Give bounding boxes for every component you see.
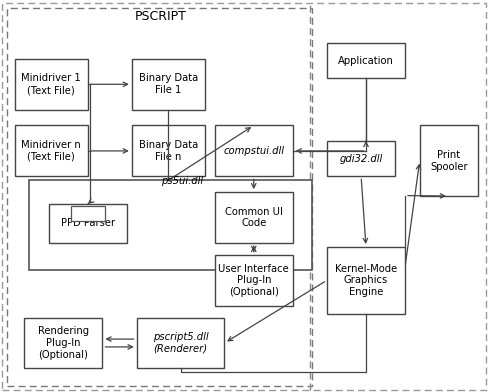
Text: Minidriver n
(Text File): Minidriver n (Text File): [21, 140, 81, 162]
Text: Binary Data
File n: Binary Data File n: [139, 140, 198, 162]
Text: Print
Spooler: Print Spooler: [430, 150, 468, 172]
Text: Common UI
Code: Common UI Code: [225, 207, 283, 229]
Bar: [215, 192, 293, 243]
Bar: [132, 125, 205, 176]
Bar: [137, 318, 224, 368]
Text: gdi32.dll: gdi32.dll: [340, 154, 383, 164]
Text: Binary Data
File 1: Binary Data File 1: [139, 73, 198, 95]
Bar: [215, 125, 293, 176]
Bar: [29, 180, 312, 270]
Bar: [327, 43, 405, 78]
Text: User Interface
Plug-In
(Optional): User Interface Plug-In (Optional): [219, 264, 289, 297]
Bar: [71, 206, 105, 221]
Text: ps5ui.dll: ps5ui.dll: [161, 176, 203, 186]
Text: Kernel-Mode
Graphics
Engine: Kernel-Mode Graphics Engine: [335, 264, 397, 297]
Text: pscript5.dll
(Renderer): pscript5.dll (Renderer): [153, 332, 208, 354]
Text: compstui.dll: compstui.dll: [224, 146, 284, 156]
Text: Minidriver 1
(Text File): Minidriver 1 (Text File): [21, 73, 81, 95]
Bar: [215, 255, 293, 306]
Bar: [132, 59, 205, 110]
Bar: [327, 141, 395, 176]
Text: Rendering
Plug-In
(Optional): Rendering Plug-In (Optional): [38, 327, 89, 359]
Text: PSCRIPT: PSCRIPT: [135, 10, 187, 23]
Bar: [327, 247, 405, 314]
Bar: [24, 318, 102, 368]
Bar: [7, 8, 312, 386]
Text: PPD Parser: PPD Parser: [61, 218, 115, 229]
Text: Application: Application: [338, 56, 394, 66]
Bar: [15, 125, 88, 176]
Bar: [420, 125, 478, 196]
Bar: [49, 204, 127, 243]
Bar: [15, 59, 88, 110]
